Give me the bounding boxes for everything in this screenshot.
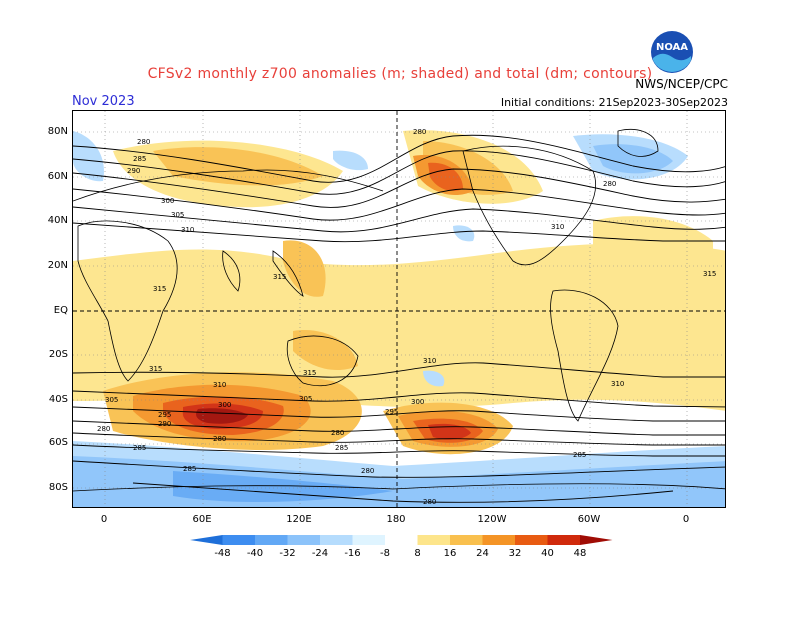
colorbar-box bbox=[515, 535, 548, 545]
colorbar-label: 24 bbox=[476, 548, 489, 558]
contour-label: 295 bbox=[158, 411, 171, 419]
anomaly-shading bbox=[73, 130, 725, 507]
contour-label: 315 bbox=[149, 365, 162, 373]
lon-label: 0 bbox=[100, 514, 108, 525]
contour-label: 285 bbox=[335, 444, 348, 452]
contour-label: 280 bbox=[137, 138, 150, 146]
initial-conditions: Initial conditions: 21Sep2023-30Sep2023 bbox=[500, 96, 728, 109]
contour-labels: 280 285 290 300 305 310 280 280 310 315 … bbox=[97, 128, 716, 506]
logo-text: NOAA bbox=[656, 42, 688, 53]
colorbar-box bbox=[482, 535, 515, 545]
contour-label: 315 bbox=[273, 273, 286, 281]
lon-label: 120E bbox=[286, 514, 312, 525]
contour-label: 315 bbox=[703, 270, 716, 278]
contour-label: 285 bbox=[573, 451, 586, 459]
contour-label: 305 bbox=[105, 396, 118, 404]
contour-label: 300 bbox=[411, 398, 424, 406]
lat-label: 40N bbox=[47, 215, 68, 226]
coastlines bbox=[73, 129, 725, 492]
lon-label: 0 bbox=[682, 514, 690, 525]
lat-label: 80N bbox=[47, 126, 68, 137]
colorbar-box bbox=[417, 535, 450, 545]
contour-label: 310 bbox=[611, 380, 624, 388]
contour-label: 280 bbox=[603, 180, 616, 188]
colorbar-label: 8 bbox=[414, 548, 420, 558]
contour-label: 315 bbox=[153, 285, 166, 293]
lon-label: 60E bbox=[192, 514, 212, 525]
lat-label: 20N bbox=[47, 260, 68, 271]
contour-label: 300 bbox=[161, 197, 174, 205]
colorbar-label: 40 bbox=[541, 548, 554, 558]
lat-label: 20S bbox=[48, 349, 68, 360]
contour-label: 310 bbox=[181, 226, 194, 234]
colorbar-label: 32 bbox=[509, 548, 522, 558]
colorbar-arrow-left bbox=[190, 535, 223, 545]
colorbar-box bbox=[255, 535, 288, 545]
colorbar-label: 48 bbox=[574, 548, 587, 558]
contour-label: 280 bbox=[413, 128, 426, 136]
colorbar-box bbox=[222, 535, 255, 545]
contour-label: 305 bbox=[171, 211, 184, 219]
contour-label: 290 bbox=[158, 420, 171, 428]
lat-label: 60N bbox=[47, 171, 68, 182]
contour-label: 285 bbox=[133, 444, 146, 452]
colorbar-label: -40 bbox=[247, 548, 263, 558]
contour-label: 310 bbox=[423, 357, 436, 365]
colorbar-label: -32 bbox=[279, 548, 295, 558]
colorbar-arrow-right bbox=[580, 535, 613, 545]
contour-label: 280 bbox=[331, 429, 344, 437]
anomaly-map: 280 285 290 300 305 310 280 280 310 315 … bbox=[72, 110, 726, 508]
lon-label: 60W bbox=[577, 514, 601, 525]
contour-label: 310 bbox=[213, 381, 226, 389]
lat-label: 80S bbox=[48, 482, 68, 493]
agency-label: NWS/NCEP/CPC bbox=[635, 77, 728, 91]
contour-label: 285 bbox=[133, 155, 146, 163]
contour-label: 280 bbox=[361, 467, 374, 475]
colorbar-box bbox=[287, 535, 320, 545]
colorbar-box bbox=[352, 535, 385, 545]
contour-label: 305 bbox=[299, 395, 312, 403]
height-contours bbox=[73, 134, 725, 503]
lat-label: EQ bbox=[53, 305, 68, 316]
contour-label: 310 bbox=[551, 223, 564, 231]
lat-label: 60S bbox=[48, 437, 68, 448]
colorbar-box bbox=[320, 535, 353, 545]
lat-label: 40S bbox=[48, 394, 68, 405]
map-canvas: 280 285 290 300 305 310 280 280 310 315 … bbox=[73, 111, 725, 507]
contour-label: 290 bbox=[127, 167, 140, 175]
colorbar-label: -48 bbox=[214, 548, 230, 558]
colorbar-label: -16 bbox=[344, 548, 360, 558]
colorbar-label: -24 bbox=[312, 548, 328, 558]
contour-label: 315 bbox=[303, 369, 316, 377]
contour-label: 280 bbox=[423, 498, 436, 506]
anomaly-colorbar: -48 -40 -32 -24 -16 -8 8 16 24 32 40 48 bbox=[190, 535, 613, 558]
colorbar-box bbox=[450, 535, 483, 545]
contour-label: 285 bbox=[183, 465, 196, 473]
contour-label: 280 bbox=[97, 425, 110, 433]
contour-label: 280 bbox=[213, 435, 226, 443]
chart-title: CFSv2 monthly z700 anomalies (m; shaded)… bbox=[147, 66, 653, 82]
lon-label: 180 bbox=[386, 514, 406, 525]
colorbar-box bbox=[385, 535, 418, 545]
colorbar-label: -8 bbox=[380, 548, 390, 558]
lon-label: 120W bbox=[477, 514, 507, 525]
contour-label: 300 bbox=[218, 401, 231, 409]
forecast-month: Nov 2023 bbox=[72, 94, 135, 109]
equator-dateline bbox=[73, 111, 725, 507]
noaa-logo-icon: NOAA bbox=[651, 31, 693, 73]
colorbar-box bbox=[547, 535, 580, 545]
contour-label: 295 bbox=[385, 408, 398, 416]
colorbar-label: 16 bbox=[444, 548, 457, 558]
